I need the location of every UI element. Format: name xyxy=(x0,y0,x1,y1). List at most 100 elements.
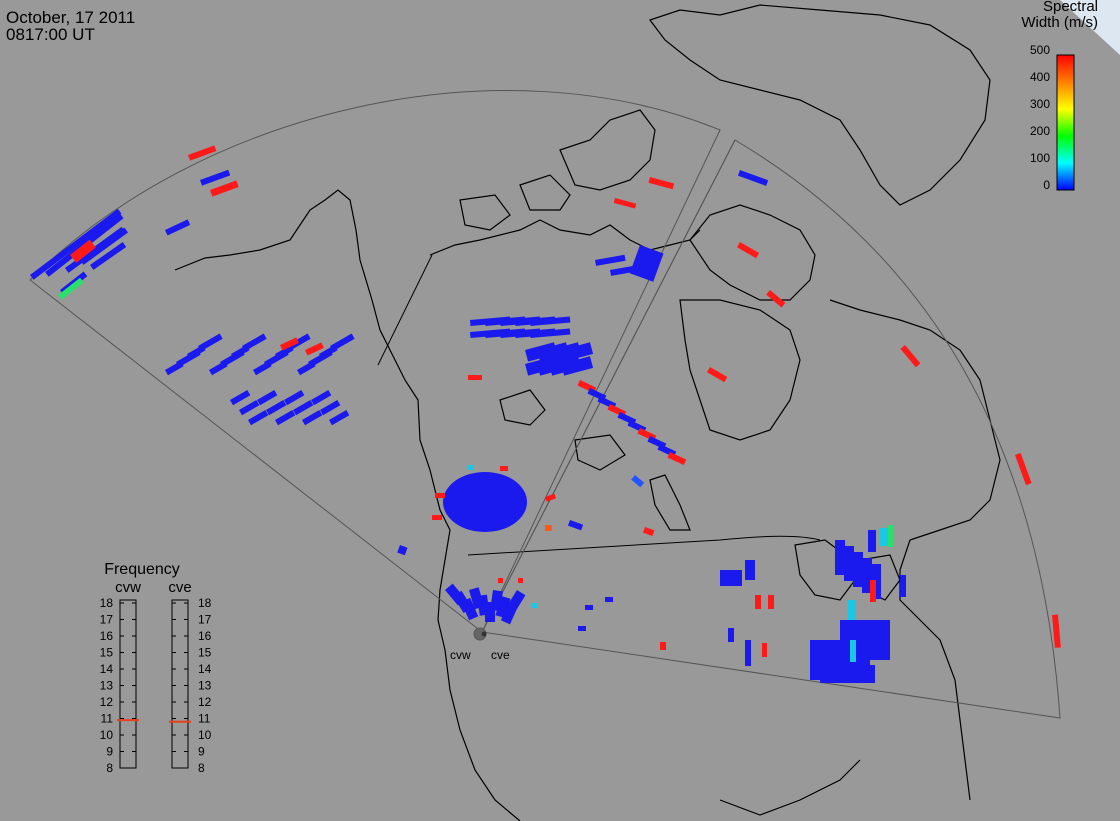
echo-cell xyxy=(518,578,523,583)
frequency-panel: Frequency cvw cve 18 18 17 17 16 16 15 15 14 14 13… xyxy=(100,561,212,775)
frequency-tick-label-left: 10 xyxy=(100,728,114,742)
echo-cell xyxy=(187,145,217,161)
echo-cell xyxy=(870,580,876,602)
echo-cell xyxy=(762,643,767,657)
echo-cell xyxy=(310,390,332,406)
frequency-radar-label-cve: cve xyxy=(168,579,191,596)
color-scale: 500 400 300 200 100 0 xyxy=(1030,43,1075,192)
echo-cell xyxy=(495,595,511,618)
echo-cell xyxy=(443,472,527,532)
color-scale-tick: 0 xyxy=(1043,178,1050,192)
radar-site-marker xyxy=(473,627,487,641)
echo-cell xyxy=(820,665,875,683)
echo-cell xyxy=(737,170,769,186)
color-scale-tick: 500 xyxy=(1030,43,1050,57)
frequency-tick-label-left: 16 xyxy=(100,629,114,643)
echo-cell xyxy=(880,528,888,546)
frequency-tick-label-right: 16 xyxy=(198,629,212,643)
echo-cell xyxy=(1014,452,1032,486)
frequency-tick-label-left: 9 xyxy=(106,745,113,759)
echo-cell xyxy=(629,244,664,282)
borders xyxy=(377,254,821,556)
echo-cell xyxy=(302,410,323,426)
frequency-tick-label-right: 13 xyxy=(198,679,212,693)
alaska-coast xyxy=(174,189,451,531)
echo-cell xyxy=(248,410,269,426)
echo-cell xyxy=(850,640,856,662)
fov-cve-outline xyxy=(481,139,1061,719)
echo-cell xyxy=(642,527,655,537)
time-label: 0817:00 UT xyxy=(6,25,95,44)
lake-winnipeg xyxy=(649,474,691,531)
frequency-tick-label-right: 8 xyxy=(198,761,205,775)
echo-cell xyxy=(853,552,863,587)
echo-cell xyxy=(70,239,96,263)
echo-cell xyxy=(728,628,734,642)
timestamp: October, 17 2011 0817:00 UT xyxy=(6,9,135,43)
frequency-tick-label-right: 10 xyxy=(198,728,212,742)
echo-cell xyxy=(284,390,305,406)
echo-cell xyxy=(888,525,894,547)
echo-cell xyxy=(80,227,129,265)
echo-cell xyxy=(468,375,482,380)
color-scale-tick: 200 xyxy=(1030,124,1050,138)
great-lakes xyxy=(794,539,856,601)
echo-cell xyxy=(613,198,637,209)
echo-cell xyxy=(900,345,921,368)
echo-cell xyxy=(238,400,260,416)
frequency-ticks: 18 18 17 17 16 16 15 15 14 14 13 13 12 12 11 11 10 10 9 9 8 8 xyxy=(100,596,212,775)
frequency-tick-label-left: 14 xyxy=(100,662,114,676)
arctic-islands-3 xyxy=(459,194,511,231)
radar-site-cvw-label: cvw xyxy=(450,648,471,662)
echo-cell xyxy=(266,400,287,416)
frequency-tick-label-right: 11 xyxy=(198,712,211,726)
arctic-islands-2 xyxy=(519,174,571,211)
echo-cell xyxy=(545,493,557,502)
echo-cell xyxy=(567,520,584,531)
color-scale-tick: 100 xyxy=(1030,151,1050,165)
frequency-tick-label-right: 18 xyxy=(198,596,212,610)
echo-cell xyxy=(320,400,341,416)
echo-cell xyxy=(432,515,442,520)
echo-cell xyxy=(844,546,854,581)
echo-cell xyxy=(768,595,774,609)
baffin-island xyxy=(689,204,816,301)
echo-cell xyxy=(755,595,761,609)
echo-cell xyxy=(256,390,278,406)
echo-cell xyxy=(397,545,408,556)
echo-cell xyxy=(435,493,445,498)
echo-cell xyxy=(90,242,127,270)
echo-cell xyxy=(468,465,474,470)
fov-center-line xyxy=(481,139,736,633)
echo-cell xyxy=(274,410,296,426)
echo-cell xyxy=(862,558,872,593)
north-canada-coast xyxy=(429,219,701,256)
color-scale-tick: 300 xyxy=(1030,97,1050,111)
echo-cell xyxy=(485,602,495,622)
echo-cell xyxy=(500,466,508,471)
echo-cell xyxy=(631,475,645,488)
echo-cell xyxy=(835,540,845,575)
frequency-tick-label-left: 12 xyxy=(100,695,114,709)
echo-cell xyxy=(506,589,526,613)
echo-cell xyxy=(706,367,728,383)
alaska-border xyxy=(377,254,433,366)
radar-site-cve-label: cve xyxy=(491,648,510,662)
echo-cell xyxy=(667,451,687,466)
labrador-coast xyxy=(829,299,1001,541)
echo-cell xyxy=(199,169,231,186)
frequency-tick-label-right: 15 xyxy=(198,646,212,660)
echo-cell xyxy=(328,410,350,426)
frequency-tick-label-right: 14 xyxy=(198,662,212,676)
gulf-coast xyxy=(719,759,861,816)
great-slave-lake xyxy=(574,434,626,471)
us-canada-border xyxy=(467,535,821,556)
frequency-tick-label-left: 8 xyxy=(106,761,113,775)
echo-cell xyxy=(530,328,571,338)
color-scale-title-line2: Width (m/s) xyxy=(1021,14,1098,31)
echo-cell xyxy=(648,176,675,190)
frequency-bar-cve xyxy=(171,599,189,769)
echo-cell xyxy=(57,277,84,300)
